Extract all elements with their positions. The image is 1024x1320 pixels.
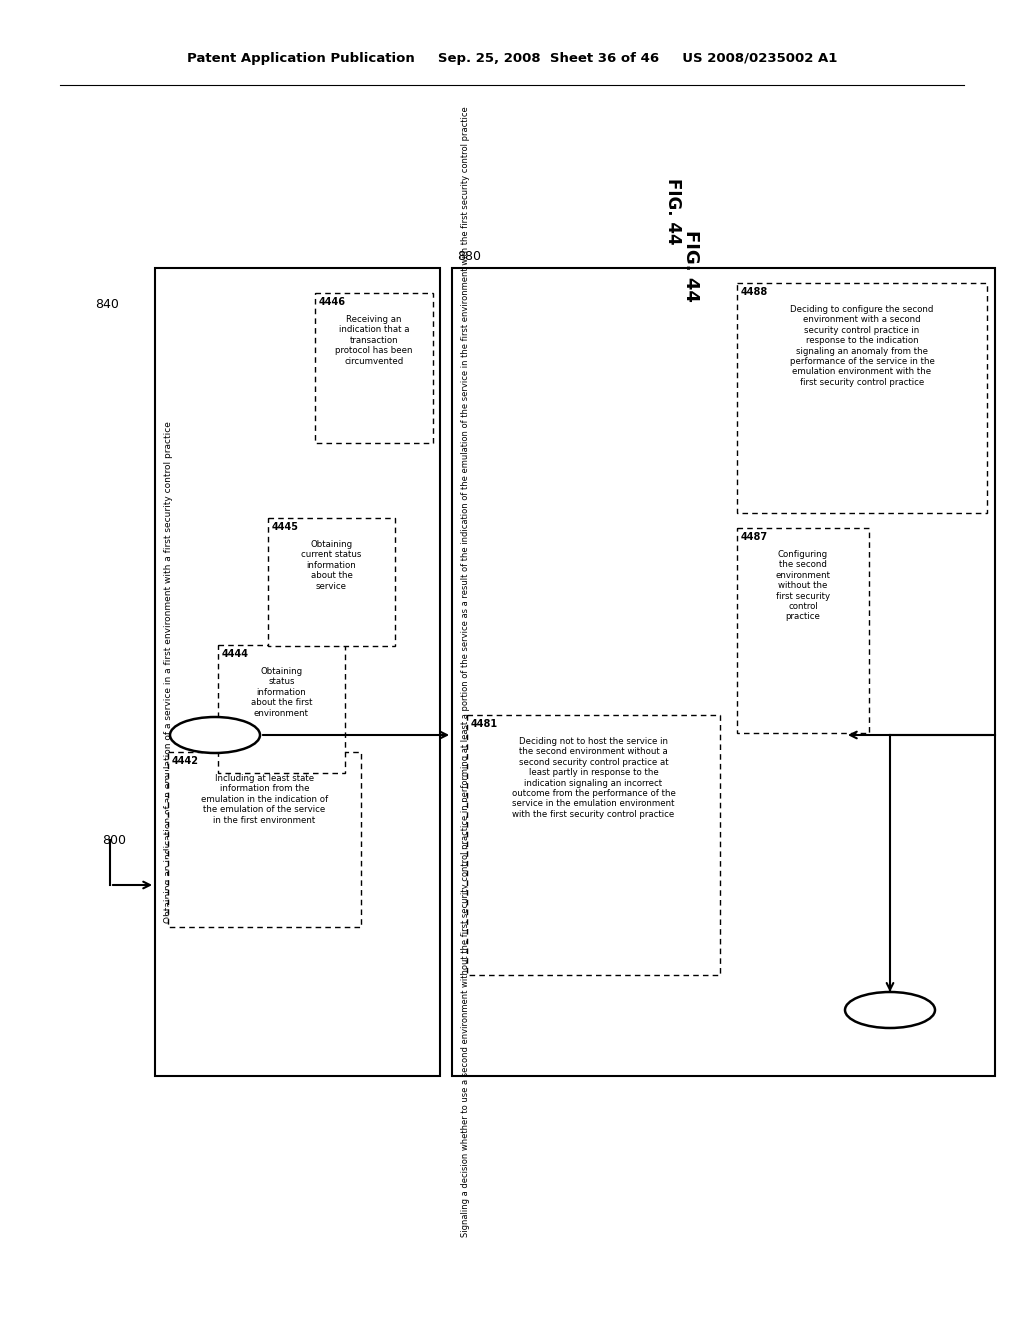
Text: Obtaining
status
information
about the first
environment: Obtaining status information about the f…	[251, 667, 312, 718]
Text: 4446: 4446	[319, 297, 346, 308]
Text: 4481: 4481	[471, 719, 498, 729]
Text: 4487: 4487	[741, 532, 768, 543]
Text: Start: Start	[200, 729, 230, 742]
Text: FIG. 44: FIG. 44	[664, 178, 682, 244]
Text: 4444: 4444	[222, 649, 249, 659]
Bar	[218, 645, 345, 774]
Bar	[452, 268, 995, 1076]
Text: Patent Application Publication     Sep. 25, 2008  Sheet 36 of 46     US 2008/023: Patent Application Publication Sep. 25, …	[186, 51, 838, 65]
Text: 880: 880	[457, 249, 481, 263]
Text: Obtaining an indication of an emulation of a service in a first environment with: Obtaining an indication of an emulation …	[165, 421, 173, 923]
Bar	[737, 282, 987, 513]
Text: FIG. 44: FIG. 44	[682, 230, 700, 302]
Text: Including at least state
information from the
emulation in the indication of
the: Including at least state information fro…	[201, 774, 328, 825]
Bar	[168, 752, 361, 927]
Ellipse shape	[845, 993, 935, 1028]
Text: 840: 840	[95, 298, 119, 312]
Text: 800: 800	[102, 833, 126, 846]
Text: 4445: 4445	[272, 521, 299, 532]
Text: 4488: 4488	[741, 286, 768, 297]
Text: Deciding to configure the second
environment with a second
security control prac: Deciding to configure the second environ…	[790, 305, 935, 387]
Text: Deciding not to host the service in
the second environment without a
second secu: Deciding not to host the service in the …	[512, 737, 676, 818]
Text: Obtaining
current status
information
about the
service: Obtaining current status information abo…	[301, 540, 361, 590]
Text: Configuring
the second
environment
without the
first security
control
practice: Configuring the second environment witho…	[775, 550, 830, 622]
Bar	[155, 268, 440, 1076]
Bar	[467, 715, 720, 975]
Bar	[315, 293, 433, 444]
Text: Receiving an
indication that a
transaction
protocol has been
circumvented: Receiving an indication that a transacti…	[335, 315, 413, 366]
Ellipse shape	[170, 717, 260, 752]
Text: Signaling a decision whether to use a second environment without the first secur: Signaling a decision whether to use a se…	[462, 107, 470, 1237]
Bar	[268, 517, 395, 645]
Bar	[737, 528, 869, 733]
Text: 4442: 4442	[172, 756, 199, 766]
Text: End: End	[879, 1003, 902, 1016]
